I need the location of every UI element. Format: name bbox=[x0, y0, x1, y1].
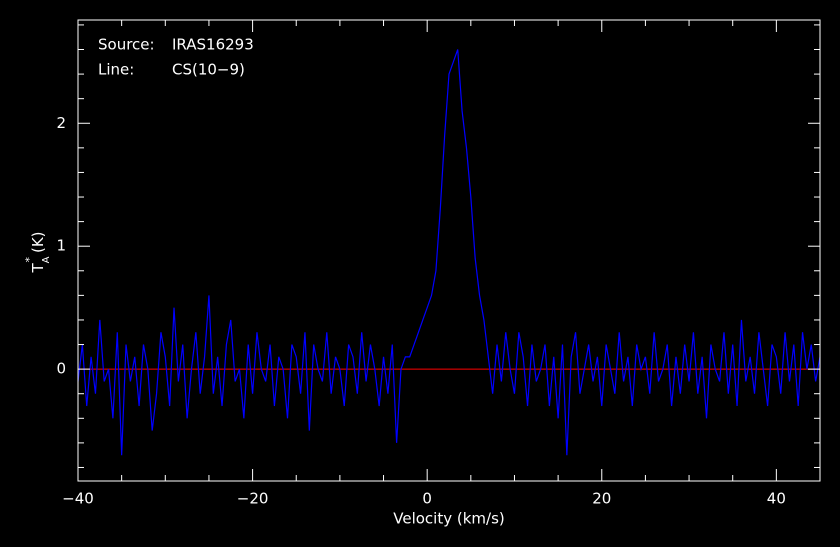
x-tick-label: 20 bbox=[592, 490, 611, 508]
annotation-text: CS(10−9) bbox=[172, 61, 245, 79]
x-tick-label: 0 bbox=[422, 490, 432, 508]
y-tick-label: 2 bbox=[56, 114, 66, 132]
y-axis-label: TA * (K) bbox=[23, 231, 52, 273]
y-label-unit: (K) bbox=[29, 231, 47, 253]
y-tick-label: 1 bbox=[56, 237, 66, 255]
y-label-main: T bbox=[29, 263, 47, 274]
annotation-text: IRAS16293 bbox=[172, 36, 254, 54]
annotation-label: Source: bbox=[98, 36, 155, 54]
plot-frame bbox=[77, 19, 821, 482]
y-tick-label: 0 bbox=[56, 360, 66, 378]
x-axis-label: Velocity (km/s) bbox=[393, 510, 504, 528]
x-tick-label: −20 bbox=[237, 490, 269, 508]
annotation-label: Line: bbox=[98, 61, 134, 79]
y-label-sub: A bbox=[41, 256, 52, 263]
y-label-sup: * bbox=[23, 257, 36, 263]
x-tick-label: −40 bbox=[62, 490, 94, 508]
x-tick-label: 40 bbox=[767, 490, 786, 508]
spectrum-line bbox=[77, 49, 821, 456]
